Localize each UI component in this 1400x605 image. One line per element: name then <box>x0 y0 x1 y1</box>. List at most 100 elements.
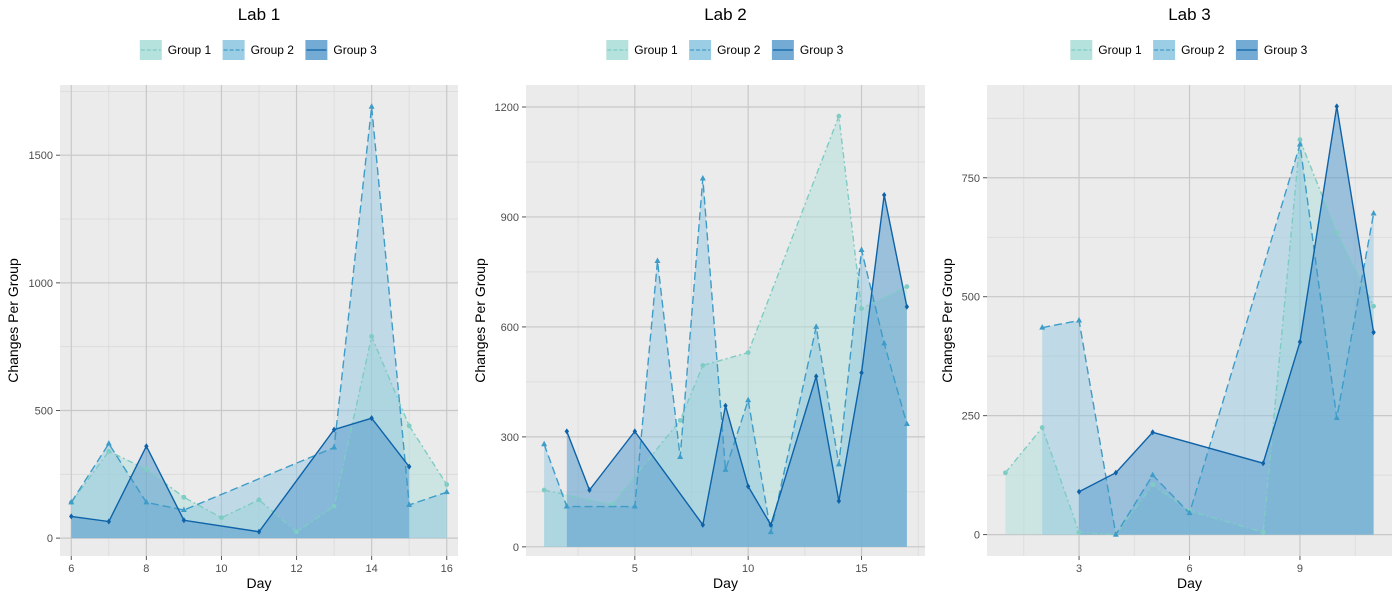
data-point-3 <box>106 518 112 525</box>
y-tick-label: 0 <box>513 542 519 554</box>
y-tick-label: 500 <box>35 405 53 417</box>
legend-label: Group 3 <box>1264 43 1308 57</box>
data-point-1 <box>859 306 864 311</box>
legend-item: Group 2 <box>222 40 295 60</box>
series-line-2 <box>70 106 447 511</box>
data-point-1 <box>745 350 751 355</box>
data-point-1 <box>181 494 187 500</box>
y-axis-label: Changes Per Group <box>939 258 955 383</box>
data-point-2 <box>563 503 570 509</box>
data-point-1 <box>106 448 112 454</box>
data-point-2 <box>368 103 375 109</box>
legend-label: Group 1 <box>168 43 212 57</box>
data-point-1 <box>143 466 149 472</box>
series-line-2 <box>543 178 908 533</box>
data-point-3 <box>144 443 149 450</box>
data-point-3 <box>700 521 706 528</box>
data-point-1 <box>219 515 224 521</box>
x-tick-label: 14 <box>366 563 378 575</box>
chart-title: Lab 1 <box>238 5 281 24</box>
data-point-1 <box>1150 482 1156 488</box>
data-point-2 <box>858 246 865 252</box>
data-point-1 <box>1076 529 1082 535</box>
chart-title: Lab 2 <box>704 5 747 24</box>
x-tick-label: 6 <box>68 563 74 575</box>
legend-item: Group 2 <box>1153 40 1225 60</box>
x-tick-label: 6 <box>1186 563 1192 575</box>
y-tick-label: 1500 <box>29 150 53 162</box>
data-point-1 <box>406 423 412 429</box>
data-point-3 <box>836 498 842 505</box>
chart-panel-3: 3 6 9 0 250 500 750 Lab 3 Day Changes Per Group Gr… <box>939 5 1392 591</box>
data-point-2 <box>541 440 548 447</box>
y-tick-label: 750 <box>962 173 980 185</box>
legend-label: Group 1 <box>1098 43 1142 57</box>
y-tick-label: 900 <box>501 212 519 224</box>
legend: Group 1 Group 2 Group 3 <box>1070 40 1308 60</box>
area-3 <box>1079 106 1374 535</box>
chart-panel-1: 6 8 10 12 14 16 0 500 1000 1500 Lab 1 Day Changes Pe… <box>5 5 458 591</box>
data-point-2 <box>1370 209 1377 216</box>
legend-label: Group 2 <box>717 43 761 57</box>
data-point-2 <box>1076 317 1083 323</box>
data-point-2 <box>835 460 842 467</box>
data-point-3 <box>1260 460 1266 467</box>
data-point-1 <box>256 497 262 503</box>
data-point-3 <box>406 463 412 470</box>
data-point-2 <box>1039 324 1046 330</box>
data-point-3 <box>1371 329 1376 336</box>
data-point-2 <box>406 501 413 507</box>
x-tick-label: 3 <box>1076 563 1082 575</box>
data-point-1 <box>1260 529 1266 535</box>
legend-item: Group 2 <box>689 40 761 60</box>
x-tick-label: 15 <box>855 563 867 575</box>
legend: Group 1 Group 2 Group 3 <box>606 40 844 60</box>
data-point-2 <box>813 323 820 329</box>
x-tick-label: 8 <box>143 563 149 575</box>
data-point-3 <box>723 402 728 409</box>
data-point-2 <box>699 174 706 181</box>
data-point-1 <box>677 417 683 423</box>
data-point-2 <box>677 453 684 460</box>
data-point-1 <box>369 334 375 339</box>
data-point-3 <box>1150 429 1155 436</box>
chart-panel-2: 5 10 15 0 300 600 900 1200 Lab 2 Day Changes Per G… <box>472 5 925 591</box>
x-tick-label: 10 <box>742 563 754 575</box>
data-point-2 <box>654 257 661 263</box>
y-tick-label: 1000 <box>29 278 53 290</box>
y-tick-label: 600 <box>501 322 519 334</box>
data-point-1 <box>836 113 842 119</box>
data-point-3 <box>1334 103 1339 110</box>
data-point-3 <box>904 303 910 310</box>
data-point-2 <box>143 498 150 505</box>
data-point-3 <box>745 483 751 490</box>
data-point-2 <box>180 506 187 513</box>
x-tick-label: 5 <box>632 563 638 575</box>
data-point-1 <box>444 482 450 487</box>
data-point-3 <box>256 528 262 535</box>
x-axis-label: Day <box>247 575 272 591</box>
data-point-2 <box>631 503 638 509</box>
data-point-2 <box>1112 531 1119 537</box>
legend: Group 1 Group 2 Group 3 <box>139 40 377 60</box>
data-point-3 <box>181 517 187 524</box>
data-point-3 <box>859 369 864 376</box>
legend-label: Group 2 <box>1181 43 1225 57</box>
data-point-1 <box>1371 303 1376 309</box>
area-3 <box>566 194 907 547</box>
y-tick-label: 0 <box>974 530 980 542</box>
data-point-3 <box>813 373 819 380</box>
data-point-2 <box>1333 414 1340 421</box>
data-point-1 <box>1297 137 1303 143</box>
data-point-2 <box>903 420 910 427</box>
area-3 <box>71 418 410 539</box>
data-point-2 <box>881 339 888 346</box>
series-line-3 <box>566 194 908 527</box>
x-tick-label: 10 <box>215 563 227 575</box>
legend-label: Group 1 <box>634 43 678 57</box>
data-point-1 <box>294 529 299 535</box>
legend-label: Group 2 <box>251 43 295 57</box>
data-point-3 <box>69 513 74 520</box>
